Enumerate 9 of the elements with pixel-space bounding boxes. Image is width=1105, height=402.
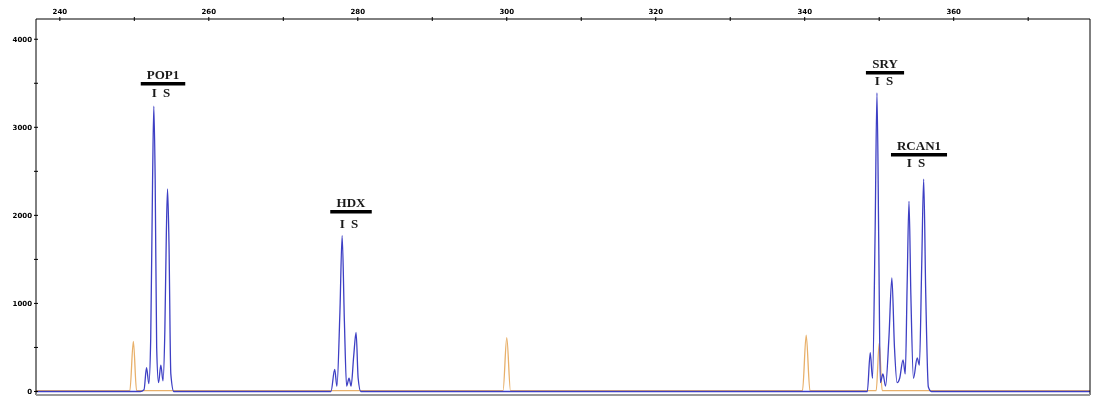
annotation: POP1 bbox=[146, 67, 180, 82]
annotation: HDX bbox=[336, 195, 367, 210]
annotation: SRY bbox=[872, 56, 899, 71]
annotation: I S bbox=[906, 155, 926, 170]
annotation: RCAN1 bbox=[896, 138, 942, 153]
annotation: I S bbox=[339, 216, 359, 231]
annotation: I S bbox=[151, 85, 171, 100]
line-series bbox=[35, 334, 1091, 392]
annotation: I S bbox=[874, 73, 894, 88]
